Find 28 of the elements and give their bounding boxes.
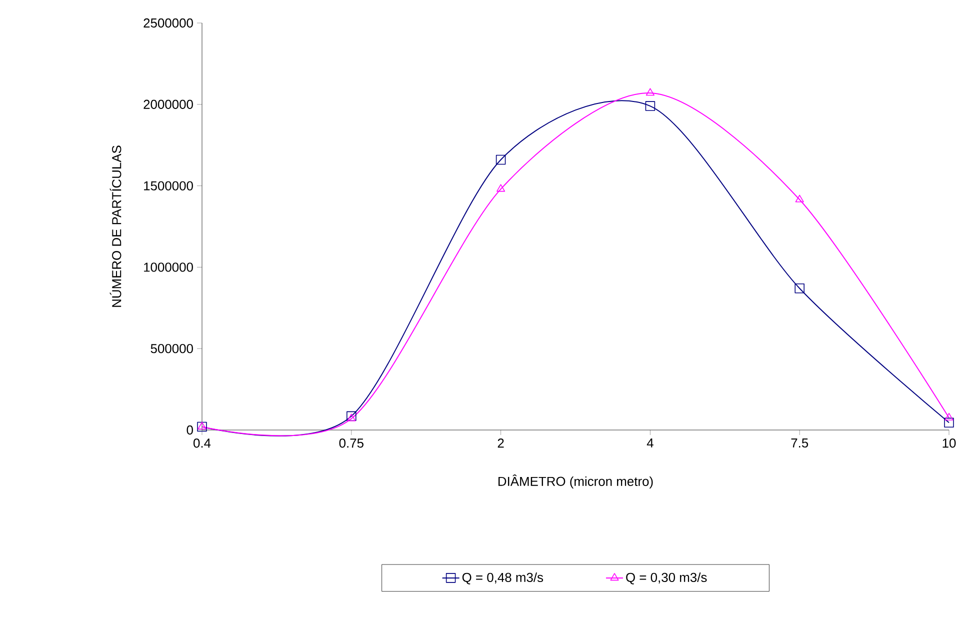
- y-tick-label: 1500000: [144, 181, 193, 190]
- legend-label: Q = 0,30 m3/s: [626, 572, 707, 584]
- point: [646, 88, 654, 96]
- y-tick-label: 0: [186, 425, 193, 435]
- point: [496, 184, 506, 192]
- point: [496, 154, 506, 165]
- x-tick-label: 0.75: [339, 438, 364, 448]
- x-axis-title: DIÂMETRO (micron metro): [498, 474, 653, 489]
- x-tick-label: 0.4: [194, 438, 211, 448]
- legend-label: Q = 0,48 m3/s: [462, 572, 544, 584]
- point: [197, 422, 207, 432]
- y-tick-label: 1000000: [144, 262, 193, 272]
- x-tick-label: 10: [942, 438, 956, 448]
- point: [347, 414, 356, 422]
- point: [346, 411, 356, 422]
- point: [944, 412, 954, 420]
- y-tick-label: 500000: [150, 344, 193, 354]
- x-tick-label: 4: [646, 438, 654, 448]
- point: [794, 283, 804, 294]
- y-axis-title: NÚMERO DE PARTÍCULAS: [110, 146, 122, 307]
- y-tick-label: 2500000: [144, 18, 193, 28]
- y-tick-label: 2000000: [144, 100, 193, 109]
- x-tick-label: 7.5: [791, 438, 808, 448]
- point: [198, 422, 206, 430]
- point: [944, 418, 954, 428]
- point: [795, 194, 804, 202]
- x-tick-label: 2: [498, 438, 504, 448]
- point: [645, 101, 656, 111]
